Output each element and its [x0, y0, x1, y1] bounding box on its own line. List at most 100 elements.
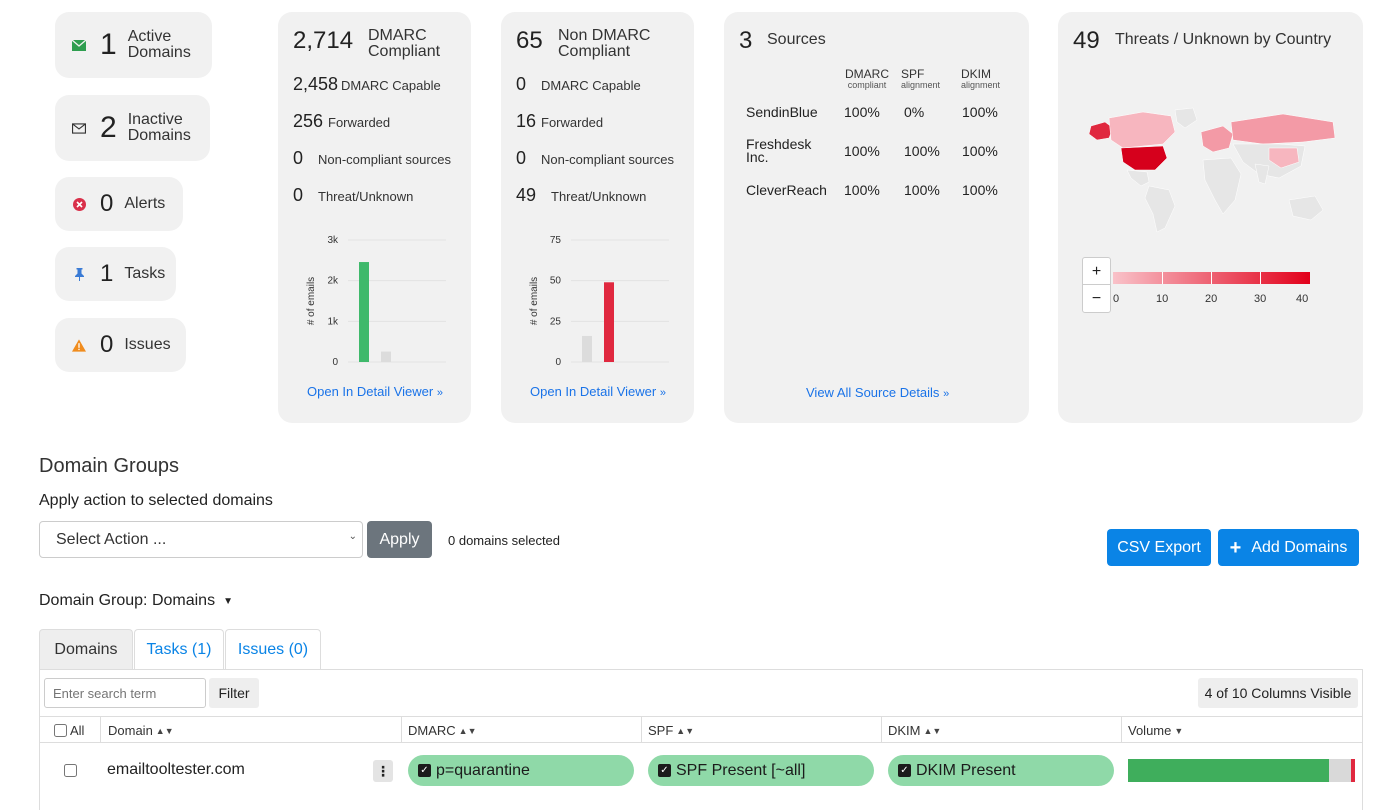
warning-icon: [72, 338, 86, 352]
link-text: Open In Detail Viewer: [307, 384, 434, 399]
dmarc-policy-tag: ✓ p=quarantine: [408, 755, 634, 786]
header-label: DMARC: [408, 723, 456, 738]
tab-domains[interactable]: Domains: [39, 629, 133, 670]
y-axis-label: # of emails: [306, 277, 317, 325]
view-all-source-details-link[interactable]: View All Source Details »: [806, 385, 949, 400]
map-india: [1254, 163, 1270, 185]
map-europe: [1200, 125, 1234, 153]
domain-name[interactable]: emailtooltester.com: [107, 761, 245, 778]
volume-noncompliant-segment: [1329, 759, 1351, 782]
domain-group-selector[interactable]: Domain Group: Domains ▼: [39, 592, 233, 610]
header-label: Domain: [108, 723, 153, 738]
stat-row: 0 Non-compliant sources: [293, 148, 451, 169]
tab-tasks[interactable]: Tasks (1): [134, 629, 224, 670]
tab-issues[interactable]: Issues (0): [225, 629, 321, 670]
domain-groups-heading: Domain Groups: [39, 455, 180, 477]
header-domain[interactable]: Domain ▲▼: [108, 723, 174, 738]
apply-button[interactable]: Apply: [367, 521, 432, 558]
map-greenland: [1174, 107, 1198, 129]
y-tick-label: 25: [550, 316, 562, 327]
spf-status-text: SPF Present [~all]: [676, 761, 806, 779]
stat-value: 16: [516, 111, 537, 131]
header-sub: compliant: [847, 80, 887, 90]
column-divider: [1121, 716, 1122, 743]
sort-icon: ▲▼: [155, 725, 174, 736]
header-volume[interactable]: Volume ▼: [1128, 723, 1183, 738]
column-divider: [641, 716, 642, 743]
stat-row: 0 Threat/Unknown: [293, 185, 413, 206]
header-label: DKIM: [888, 723, 921, 738]
kebab-menu-icon: ⋮: [376, 763, 390, 779]
issues-count: 0: [100, 331, 114, 358]
stat-value: 256: [293, 111, 324, 131]
y-tick-label: 50: [550, 276, 562, 287]
source-value: 100%: [844, 182, 880, 198]
error-circle-icon: [72, 197, 86, 211]
alerts-pill[interactable]: 0 Alerts: [55, 177, 183, 231]
envelope-outline-icon: [72, 121, 86, 135]
header-dkim[interactable]: DKIM ▲▼: [888, 723, 941, 738]
header-sub: alignment: [901, 80, 941, 90]
source-value: 100%: [904, 182, 940, 198]
header-dmarc-compliant: DMARC compliant: [842, 68, 892, 90]
add-domains-label: Add Domains: [1251, 538, 1348, 556]
source-value: 0%: [904, 104, 925, 120]
header-main: DKIM: [961, 67, 991, 81]
select-action-dropdown[interactable]: Select Action ... ⌄: [39, 521, 363, 558]
zoom-out-button[interactable]: −: [1091, 290, 1102, 307]
dmarc-compliant-card: 2,714 DMARC Compliant 2,458 DMARC Capable…: [278, 12, 471, 423]
chevron-down-icon: ⌄: [348, 531, 357, 542]
table-header-border: [40, 716, 1362, 717]
column-divider: [881, 716, 882, 743]
map-usa: [1120, 145, 1168, 171]
plus-icon: +: [1229, 536, 1242, 559]
inactive-domains-pill[interactable]: 2 Inactive Domains: [55, 95, 210, 161]
domain-group-label: Domain Group: Domains: [39, 592, 216, 609]
stat-row: 0 Non-compliant sources: [516, 148, 674, 169]
y-tick-label: 75: [550, 235, 562, 246]
row-checkbox[interactable]: [64, 764, 77, 777]
header-label: Volume: [1128, 723, 1172, 738]
dmarc-compliant-count: 2,714: [293, 27, 354, 54]
map-china: [1268, 147, 1300, 169]
volume-bar: [1128, 759, 1355, 782]
stat-row: 2,458 DMARC Capable: [293, 74, 441, 95]
map-alaska: [1088, 121, 1114, 141]
open-detail-viewer-link[interactable]: Open In Detail Viewer »: [530, 384, 666, 399]
bar: [359, 262, 369, 362]
link-text: Open In Detail Viewer: [530, 384, 657, 399]
add-domains-button[interactable]: + Add Domains: [1218, 529, 1359, 566]
search-input[interactable]: [44, 678, 206, 708]
dmarc-compliant-title: DMARC Compliant: [368, 27, 441, 60]
double-chevron-right-icon: »: [659, 387, 666, 399]
csv-export-button[interactable]: CSV Export: [1107, 529, 1211, 566]
stat-value: 2,458: [293, 74, 339, 94]
table-header-border: [40, 742, 1362, 743]
source-value: 100%: [962, 143, 998, 159]
legend-tick: 0: [1113, 293, 1120, 305]
active-domains-pill[interactable]: 1 Active Domains: [55, 12, 212, 78]
y-tick-label: 0: [332, 357, 338, 368]
map-mexico: [1126, 169, 1150, 187]
tasks-count: 1: [100, 260, 114, 287]
tasks-pill[interactable]: 1 Tasks: [55, 247, 176, 301]
stat-value: 49: [516, 185, 537, 205]
stat-label: Forwarded: [541, 115, 604, 130]
source-name: SendinBlue: [746, 104, 818, 120]
stat-label: Forwarded: [328, 115, 391, 130]
open-detail-viewer-link[interactable]: Open In Detail Viewer »: [307, 384, 443, 399]
row-menu-button[interactable]: ⋮: [373, 760, 393, 782]
source-value: 100%: [962, 104, 998, 120]
issues-label: Issues: [124, 336, 171, 353]
header-dmarc[interactable]: DMARC ▲▼: [408, 723, 477, 738]
select-all-checkbox[interactable]: [54, 724, 67, 737]
filter-button[interactable]: Filter: [209, 678, 259, 708]
world-map[interactable]: [1083, 104, 1343, 234]
map-zoom-controls: + −: [1082, 257, 1111, 313]
stat-row: 16 Forwarded: [516, 111, 603, 132]
zoom-in-button[interactable]: +: [1083, 258, 1110, 285]
issues-pill[interactable]: 0 Issues: [55, 318, 186, 372]
header-spf[interactable]: SPF ▲▼: [648, 723, 694, 738]
columns-visible-button[interactable]: 4 of 10 Columns Visible: [1198, 678, 1358, 708]
map-south-america: [1144, 185, 1176, 233]
